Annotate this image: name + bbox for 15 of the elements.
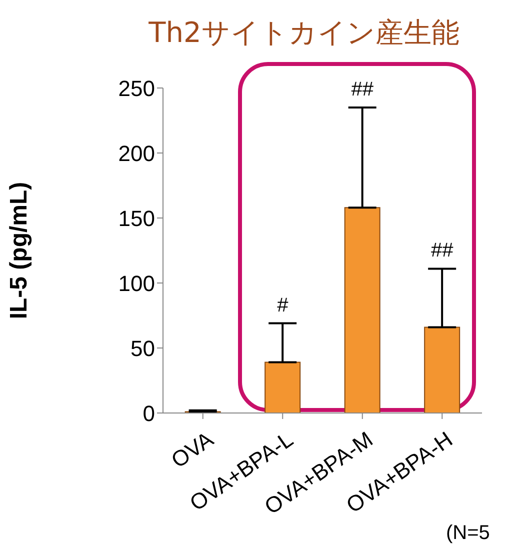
- annotation: ##: [431, 240, 454, 262]
- y-tick-label: 150: [118, 206, 155, 231]
- y-tick-label: 250: [118, 76, 155, 101]
- bar: [424, 326, 460, 413]
- y-tick-label: 200: [118, 140, 155, 166]
- bar: [344, 207, 380, 413]
- bar: [264, 362, 301, 413]
- y-tick-label: 50: [130, 336, 155, 361]
- chart-title: Th2サイトカイン産生能: [148, 15, 460, 51]
- annotation: #: [277, 294, 290, 316]
- y-tick-label: 0: [142, 400, 155, 426]
- y-tick-label: 100: [118, 270, 155, 296]
- annotation: ##: [351, 78, 374, 100]
- text: (N=5: [446, 522, 490, 545]
- y-axis-title: IL-5 (pg/mL): [6, 182, 33, 320]
